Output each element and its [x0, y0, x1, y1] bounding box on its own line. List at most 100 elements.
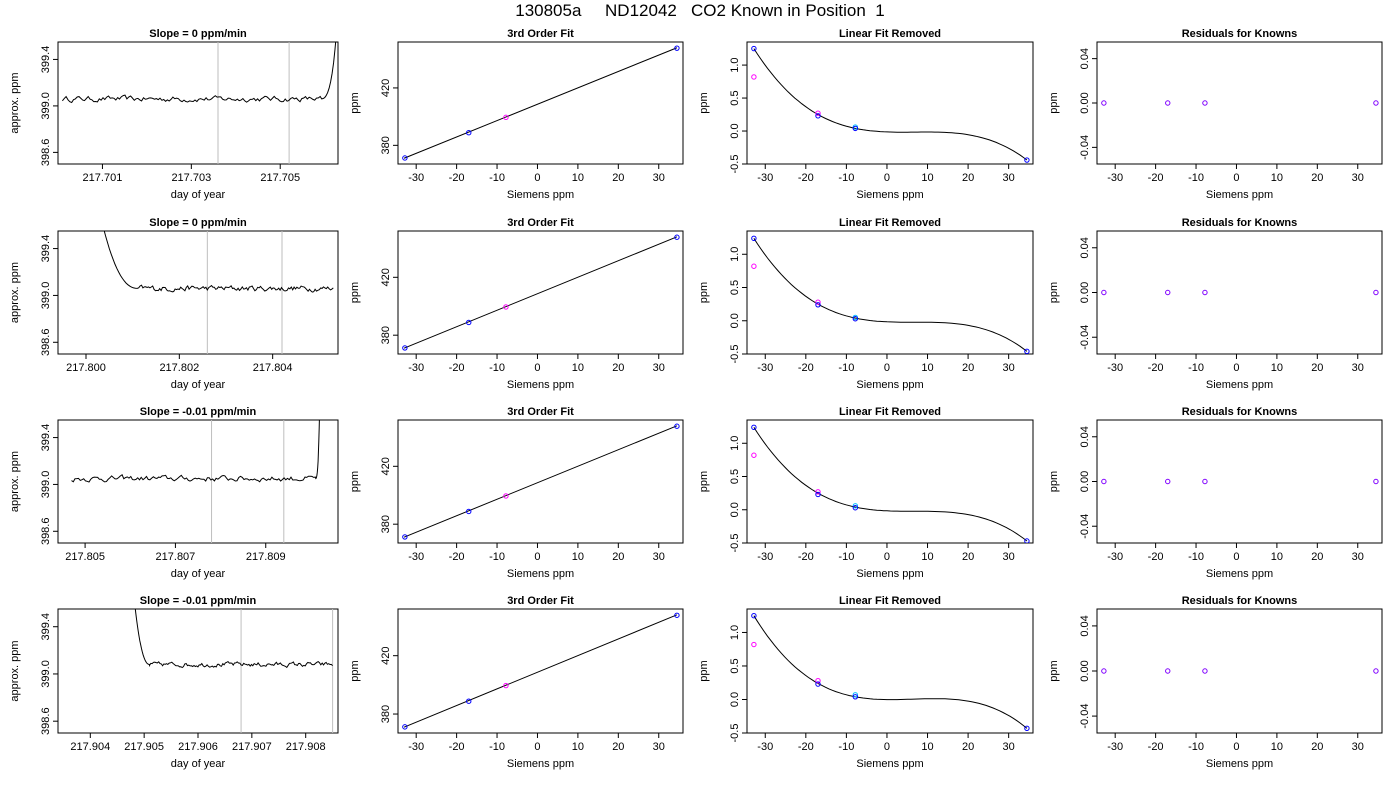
data-point [815, 113, 821, 119]
y-tick-label: -0.04 [1079, 135, 1091, 160]
x-tick-label: -20 [798, 172, 814, 184]
x-tick-label: -20 [798, 741, 814, 753]
cubic-fit-curve [753, 48, 1028, 161]
plot-frame [397, 41, 684, 165]
x-tick-label: 30 [1352, 741, 1364, 753]
y-tick-label: 0.0 [729, 123, 741, 138]
x-tick-label: 30 [653, 741, 665, 753]
y-tick-label: 399.4 [40, 424, 52, 452]
y-axis-label: ppm [1048, 282, 1060, 303]
data-point [466, 130, 472, 136]
x-tick-label: 30 [653, 362, 665, 374]
x-tick-label: 217.809 [246, 551, 286, 563]
x-tick-label: -10 [1188, 741, 1204, 753]
panel-title: Slope = 0 ppm/min [149, 217, 247, 229]
y-tick-label: 399.4 [40, 235, 52, 263]
x-tick-label: -10 [489, 172, 505, 184]
x-tick-label: -30 [757, 172, 773, 184]
y-tick-label: -0.5 [729, 534, 741, 553]
panel-title: Linear Fit Removed [839, 595, 941, 607]
plot-area [402, 45, 680, 161]
y-axis-label: ppm [698, 282, 710, 303]
plot-frame [57, 419, 339, 544]
panel-title: Linear Fit Removed [839, 28, 941, 40]
x-tick-label: 20 [962, 551, 974, 563]
data-point [402, 724, 408, 730]
data-point [466, 319, 472, 326]
x-tick-label: -10 [489, 741, 505, 753]
plot-area [751, 613, 1030, 732]
y-axis-label: ppm [349, 282, 361, 303]
y-axis-label: ppm [1048, 92, 1060, 113]
data-point [1165, 289, 1171, 296]
x-tick-label: 20 [1311, 172, 1323, 184]
x-axis-label: Siemens ppm [1206, 758, 1273, 770]
y-tick-label: 1.0 [729, 247, 741, 262]
panel-title: 3rd Order Fit [507, 28, 574, 40]
x-tick-label: 30 [653, 551, 665, 563]
x-tick-label: -30 [757, 551, 773, 563]
panel-title: Linear Fit Removed [839, 406, 941, 418]
panel-r1-c1: Slope = 0 ppm/min 217.701 217.703 217.705 39… [9, 28, 339, 201]
data-point [852, 503, 859, 509]
x-tick-label: 30 [1352, 362, 1364, 374]
y-tick-label: 398.6 [40, 139, 52, 167]
x-tick-label: 20 [962, 172, 974, 184]
y-tick-label: 0.0 [729, 692, 741, 707]
plot-area [751, 424, 1030, 543]
plot-frame [746, 230, 1034, 355]
plot-frame [746, 419, 1034, 544]
data-point [815, 678, 821, 684]
x-tick-label: -30 [757, 741, 773, 753]
plot-frame [57, 608, 339, 734]
y-axis-label: ppm [349, 660, 361, 681]
x-tick-label: 217.904 [70, 741, 110, 753]
x-axis-label: Siemens ppm [1206, 568, 1273, 580]
x-tick-label: -20 [449, 362, 465, 374]
y-tick-label: 380 [380, 326, 392, 344]
y-tick-label: 420 [380, 79, 392, 97]
y-tick-label: 398.6 [40, 329, 52, 357]
x-tick-label: 20 [612, 551, 624, 563]
data-point [1165, 668, 1171, 674]
x-tick-label: 10 [921, 172, 933, 184]
panel-r1-c4: Residuals for Knowns -30 -20 -10 0 10 20 30 -0.0… [1048, 28, 1383, 201]
y-tick-label: 399.4 [40, 46, 52, 74]
x-tick-label: -10 [1188, 362, 1204, 374]
x-tick-label: 217.807 [156, 551, 196, 563]
data-point [1165, 100, 1171, 106]
cubic-fit-curve [753, 238, 1028, 352]
x-axis-label: day of year [171, 189, 226, 201]
data-point [674, 234, 680, 240]
plot-frame [1096, 608, 1383, 734]
x-tick-label: -20 [449, 551, 465, 563]
data-point [674, 423, 680, 429]
plot-frame [1096, 41, 1383, 165]
data-point [751, 641, 757, 648]
x-tick-label: 30 [1003, 551, 1015, 563]
y-tick-label: 0.04 [1079, 237, 1091, 258]
y-tick-label: -0.04 [1079, 514, 1091, 539]
x-tick-label: 0 [534, 551, 540, 563]
y-tick-label: 380 [380, 705, 392, 723]
data-point [1101, 478, 1107, 485]
panel-title: Slope = -0.01 ppm/min [140, 595, 257, 607]
x-tick-label: 0 [534, 172, 540, 184]
plot-frame [1096, 230, 1383, 355]
x-tick-label: 0 [534, 741, 540, 753]
plot-frame [397, 419, 684, 544]
panel-title: Residuals for Knowns [1182, 595, 1298, 607]
x-tick-label: 0 [534, 362, 540, 374]
data-point [1024, 157, 1030, 163]
x-tick-label: 20 [612, 172, 624, 184]
panel-title: 3rd Order Fit [507, 595, 574, 607]
x-tick-label: -30 [408, 551, 424, 563]
y-tick-label: 0.04 [1079, 48, 1091, 69]
panel-title: Slope = 0 ppm/min [149, 28, 247, 40]
panel-r2-c3: Linear Fit Removed -30 -20 -10 0 10 20 30 -0.5 0.… [698, 217, 1034, 391]
data-point [466, 698, 472, 704]
y-tick-label: 399.0 [40, 282, 52, 310]
plot-frame [57, 230, 339, 355]
y-tick-label: 0.00 [1079, 92, 1091, 113]
data-point [852, 316, 859, 322]
